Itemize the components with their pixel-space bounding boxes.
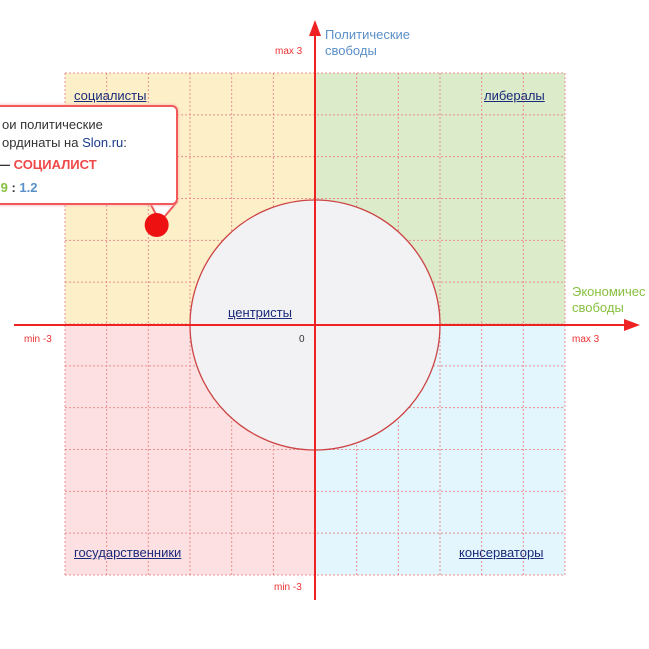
label-liberals[interactable]: либералы [484,88,545,103]
x-max-label: max 3 [572,334,600,345]
callout-text: ординаты на [2,135,83,150]
callout-coords: .9 : 1.2 [0,180,37,195]
result-callout: ои политические ординаты на Slon.ru: — С… [0,105,178,205]
x-axis-arrow-icon [624,319,640,331]
y-axis-title: Политические свободы [325,27,410,59]
label-socialists[interactable]: социалисты [74,88,147,103]
label-conservatives[interactable]: консерваторы [459,545,544,560]
callout-colon: : [123,135,127,150]
slon-link[interactable]: Slon.ru [82,135,124,150]
y-min-label: min -3 [274,582,302,593]
y-value: 1.2 [19,180,38,195]
label-centrists[interactable]: центристы [228,305,292,320]
callout-line1: ои политические [2,117,103,132]
y-max-label: max 3 [275,46,303,57]
x-min-label: min -3 [24,334,52,345]
x-value: .9 [0,180,8,195]
y-title-line2: свободы [325,43,377,58]
result-label: СОЦИАЛИСТ [13,157,97,172]
callout-line3: — СОЦИАЛИСТ [0,157,97,172]
label-statists[interactable]: государственники [74,545,182,560]
coord-separator: : [7,180,20,195]
y-axis-arrow-icon [309,20,321,36]
origin-label: 0 [299,334,305,345]
x-title-line2: свободы [572,300,624,315]
y-title-line1: Политические [325,27,411,42]
x-axis-title: Экономичес свободы [572,284,646,316]
x-title-line1: Экономичес [572,284,646,299]
user-position-point [144,213,169,237]
callout-dash: — [0,157,14,172]
callout-line2: ординаты на Slon.ru: [2,135,127,150]
